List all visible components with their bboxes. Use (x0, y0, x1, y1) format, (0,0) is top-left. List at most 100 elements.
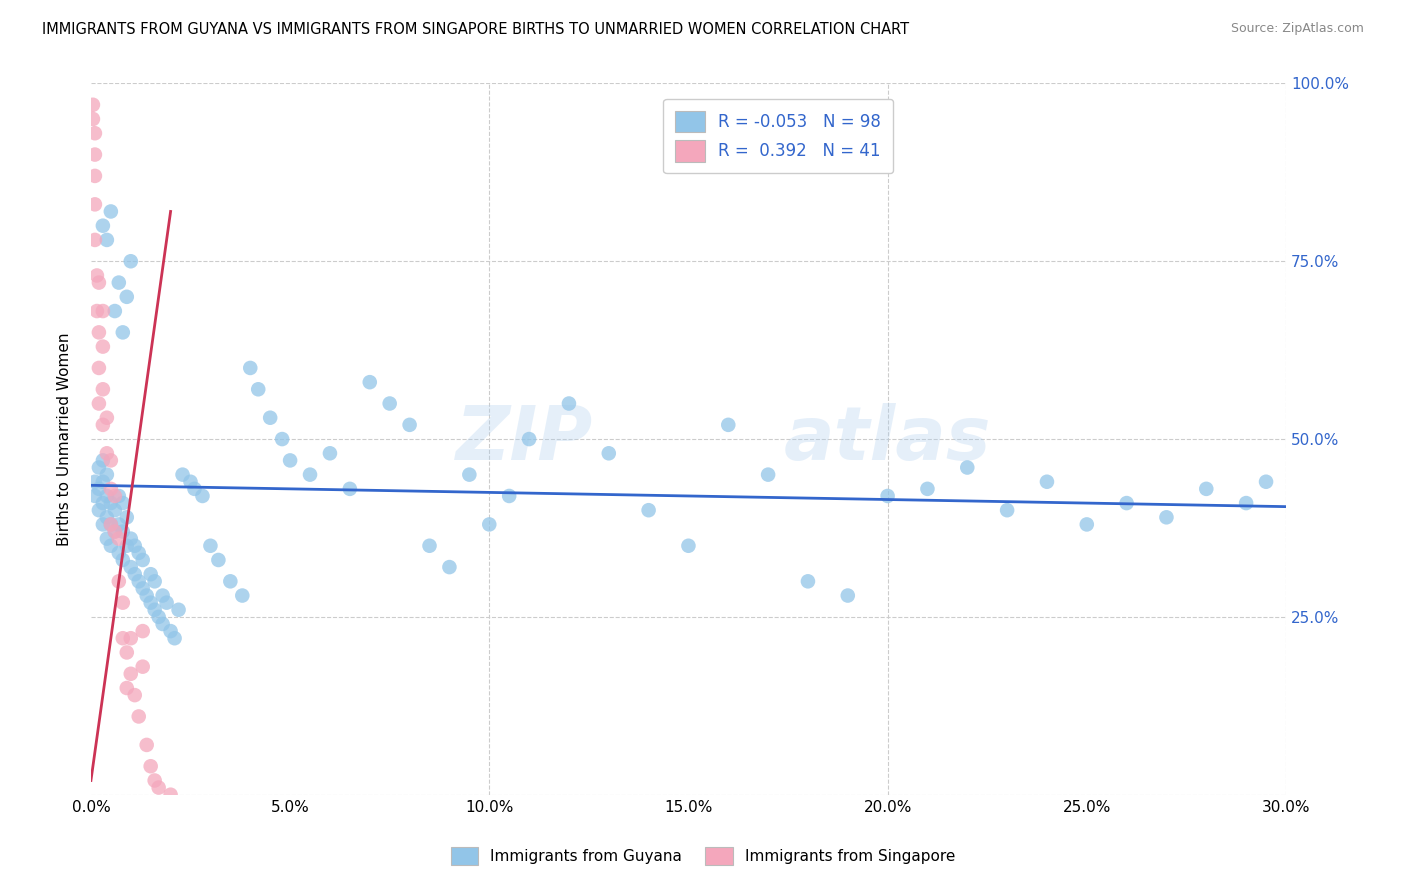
Point (271, 432, 294, 446)
Point (148, 610, 170, 624)
Point (96, 410, 118, 425)
Point (132, 582, 155, 596)
Point (111, 553, 134, 567)
Point (247, 382, 270, 396)
Point (1234, 496, 1257, 510)
Point (231, 589, 253, 603)
Point (87, 360, 110, 375)
Point (84, 233, 107, 247)
Point (637, 503, 659, 517)
Point (558, 396, 581, 410)
Point (100, 517, 122, 532)
Point (156, 596, 179, 610)
Point (132, 624, 155, 639)
Point (87, 482, 110, 496)
Point (91, 219, 114, 233)
Point (100, 517, 122, 532)
Point (124, 688, 146, 702)
Point (259, 410, 281, 425)
Point (191, 489, 214, 503)
Point (1254, 475, 1277, 489)
Point (108, 532, 131, 546)
Point (115, 539, 138, 553)
Point (837, 589, 859, 603)
Legend: Immigrants from Guyana, Immigrants from Singapore: Immigrants from Guyana, Immigrants from … (444, 841, 962, 871)
Point (100, 204, 122, 219)
Point (100, 482, 122, 496)
Point (87, 503, 110, 517)
Point (87, 326, 110, 340)
Point (87, 276, 110, 290)
Point (96, 446, 118, 460)
Point (128, 546, 150, 560)
Point (120, 532, 142, 546)
Text: atlas: atlas (785, 402, 991, 475)
Point (120, 254, 142, 268)
Point (84, 475, 107, 489)
Point (1036, 475, 1059, 489)
Point (108, 574, 131, 589)
Point (91, 517, 114, 532)
Point (96, 489, 118, 503)
Point (84, 197, 107, 211)
Point (278, 453, 301, 467)
Point (84, 169, 107, 183)
Point (143, 773, 166, 788)
Point (104, 304, 127, 318)
Point (120, 560, 142, 574)
Point (91, 475, 114, 489)
Point (378, 396, 401, 410)
Point (120, 631, 142, 645)
Text: ZIP: ZIP (456, 402, 593, 475)
Point (132, 659, 155, 673)
Point (598, 446, 620, 460)
Text: IMMIGRANTS FROM GUYANA VS IMMIGRANTS FROM SINGAPORE BIRTHS TO UNMARRIED WOMEN CO: IMMIGRANTS FROM GUYANA VS IMMIGRANTS FRO… (42, 22, 910, 37)
Point (108, 517, 131, 532)
Point (104, 524, 127, 539)
Point (91, 417, 114, 432)
Point (115, 290, 138, 304)
Point (87, 396, 110, 410)
Point (298, 467, 321, 482)
Point (108, 276, 131, 290)
Point (128, 574, 150, 589)
Point (398, 417, 420, 432)
Point (86, 268, 108, 283)
Point (418, 539, 440, 553)
Point (84, 489, 107, 503)
Point (180, 475, 202, 489)
Point (135, 589, 157, 603)
Point (115, 645, 138, 659)
Point (995, 503, 1018, 517)
Point (86, 304, 108, 318)
Point (143, 574, 166, 589)
Point (797, 574, 820, 589)
Point (498, 489, 520, 503)
Point (1076, 517, 1098, 532)
Point (139, 596, 162, 610)
Point (756, 467, 779, 482)
Point (91, 496, 114, 510)
Point (108, 489, 131, 503)
Point (143, 603, 166, 617)
Point (152, 617, 174, 632)
Point (135, 738, 157, 752)
Point (96, 233, 118, 247)
Point (678, 539, 700, 553)
Point (478, 517, 501, 532)
Legend: R = -0.053   N = 98, R =  0.392   N = 41: R = -0.053 N = 98, R = 0.392 N = 41 (664, 99, 893, 173)
Point (91, 453, 114, 467)
Point (100, 453, 122, 467)
Point (124, 539, 146, 553)
Point (91, 340, 114, 354)
Point (82, 112, 104, 126)
Point (517, 432, 540, 446)
Point (1156, 510, 1178, 524)
Point (91, 382, 114, 396)
Point (163, 631, 186, 645)
Point (104, 503, 127, 517)
Point (359, 375, 381, 389)
Point (100, 496, 122, 510)
Point (111, 524, 134, 539)
Point (717, 417, 740, 432)
